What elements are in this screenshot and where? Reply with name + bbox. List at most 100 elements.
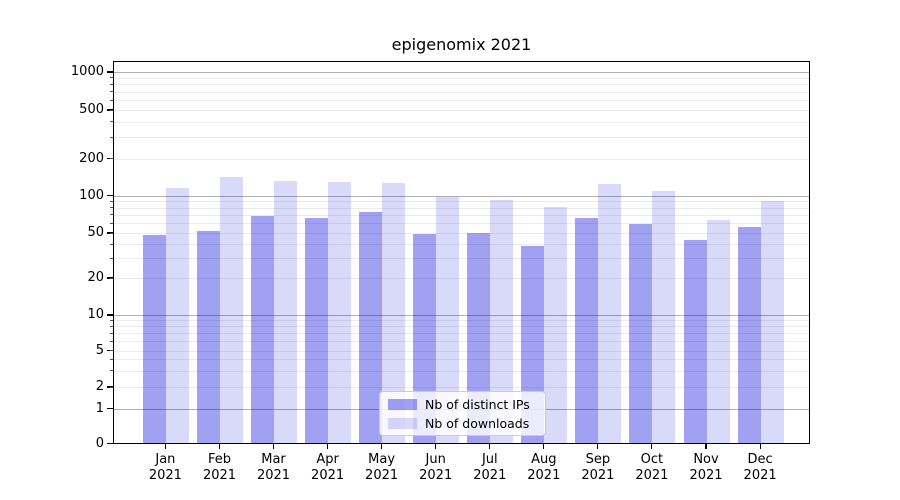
y-tick-mark xyxy=(107,442,113,445)
bar-downloads-sep xyxy=(598,183,622,443)
bar-distinct-ips-jun xyxy=(413,233,437,443)
gridline-major xyxy=(114,195,809,197)
x-tick-label: Dec 2021 xyxy=(720,452,800,483)
y-tick-mark-minor xyxy=(110,200,113,202)
x-tick-mark xyxy=(597,444,599,449)
y-tick-mark-minor xyxy=(110,319,113,321)
x-tick-month: Mar xyxy=(261,452,286,467)
x-tick-year: 2021 xyxy=(689,467,723,483)
gridline-major xyxy=(114,72,809,73)
x-tick-mark xyxy=(218,444,221,449)
bar-distinct-ips-jan xyxy=(142,234,166,443)
y-tick-mark-minor xyxy=(110,83,113,85)
x-tick-label: Aug 2021 xyxy=(504,452,584,483)
gridline-major xyxy=(114,315,809,316)
legend-item-downloads: Nb of downloads xyxy=(388,416,537,431)
bar-downloads-nov xyxy=(706,220,730,443)
x-tick-month: Jul xyxy=(481,452,498,467)
y-tick-mark-minor xyxy=(110,370,113,372)
legend-swatch-downloads xyxy=(388,417,417,429)
x-tick-mark xyxy=(543,444,545,449)
gridline-minor xyxy=(114,370,809,372)
x-tick-year: 2021 xyxy=(202,467,237,483)
bar-distinct-ips-oct xyxy=(629,223,653,443)
gridline-minor xyxy=(114,244,809,245)
bar-downloads-aug xyxy=(544,207,568,443)
y-tick-label: 0 xyxy=(95,435,104,451)
x-tick-year: 2021 xyxy=(419,467,453,483)
legend-label-downloads: Nb of downloads xyxy=(425,415,530,431)
x-tick-label: Jun 2021 xyxy=(396,452,476,483)
x-tick-mark xyxy=(651,444,653,449)
gridline-minor xyxy=(114,214,809,216)
x-tick-label: Sep 2021 xyxy=(558,452,638,483)
y-tick-mark-minor xyxy=(110,358,113,360)
gridline-minor xyxy=(114,77,809,79)
x-tick-mark xyxy=(164,444,166,449)
y-tick-mark-minor xyxy=(110,350,113,351)
y-tick-mark-minor xyxy=(110,222,113,224)
y-tick-mark-minor xyxy=(110,121,113,123)
y-tick-mark-minor xyxy=(110,99,113,101)
x-tick-mark xyxy=(435,444,437,449)
x-tick-mark xyxy=(327,444,329,449)
y-tick-mark-minor xyxy=(110,340,113,342)
bar-downloads-oct xyxy=(652,191,676,443)
bar-distinct-ips-apr xyxy=(305,217,329,443)
y-tick-label: 50 xyxy=(87,225,104,240)
y-tick-label: 500 xyxy=(79,102,104,117)
bar-distinct-ips-jul xyxy=(467,232,491,443)
legend: Nb of distinct IPs Nb of downloads xyxy=(379,391,546,436)
gridline-minor xyxy=(114,320,809,322)
y-tick-mark-minor xyxy=(110,386,113,388)
y-tick-mark xyxy=(107,314,113,316)
gridline-minor xyxy=(114,341,809,343)
y-tick-mark-minor xyxy=(110,277,113,279)
y-tick-label: 2 xyxy=(95,379,104,394)
gridline-minor xyxy=(114,333,809,335)
x-tick-label: Apr 2021 xyxy=(288,452,368,483)
x-tick-mark xyxy=(272,444,275,449)
y-tick-mark-minor xyxy=(110,243,113,245)
x-tick-label: Feb 2021 xyxy=(180,452,260,483)
x-tick-year: 2021 xyxy=(527,467,561,483)
x-tick-label: Jul 2021 xyxy=(450,452,530,483)
x-tick-month: Jan xyxy=(155,452,176,467)
x-tick-year: 2021 xyxy=(311,467,345,483)
bar-downloads-may xyxy=(382,182,406,443)
gridline-minor xyxy=(114,158,809,160)
y-tick-mark xyxy=(107,194,113,197)
gridline-minor xyxy=(114,350,809,352)
x-tick-month: May xyxy=(368,452,396,467)
legend-swatch-distinct-ips xyxy=(388,398,417,410)
x-tick-month: Feb xyxy=(207,452,232,467)
y-tick-label: 100 xyxy=(79,187,104,203)
x-tick-mark xyxy=(759,444,761,449)
bar-downloads-mar xyxy=(274,181,297,443)
x-tick-year: 2021 xyxy=(365,467,399,483)
bar-downloads-apr xyxy=(328,181,352,443)
gridline-minor xyxy=(114,223,809,225)
y-tick-mark-minor xyxy=(110,91,113,93)
y-tick-mark-minor xyxy=(110,325,113,327)
gridline-minor xyxy=(114,84,809,86)
bar-distinct-ips-mar xyxy=(251,215,274,443)
x-tick-mark xyxy=(489,444,491,449)
x-tick-year: 2021 xyxy=(256,467,291,483)
y-tick-mark-minor xyxy=(110,109,113,111)
x-tick-year: 2021 xyxy=(473,467,507,483)
gridline-minor xyxy=(114,258,809,260)
gridline-minor xyxy=(114,326,809,328)
x-tick-label: Oct 2021 xyxy=(612,452,692,483)
x-tick-month: Aug xyxy=(531,452,557,467)
legend-label-distinct-ips: Nb of distinct IPs xyxy=(425,396,530,412)
x-tick-label: May 2021 xyxy=(342,452,422,483)
gridline-minor xyxy=(114,233,809,234)
y-tick-mark-minor xyxy=(110,232,113,234)
y-tick-mark xyxy=(107,71,113,73)
gridline-minor xyxy=(114,91,809,93)
y-tick-mark-minor xyxy=(110,332,113,334)
x-tick-year: 2021 xyxy=(635,467,669,483)
bar-distinct-ips-dec xyxy=(737,227,761,443)
